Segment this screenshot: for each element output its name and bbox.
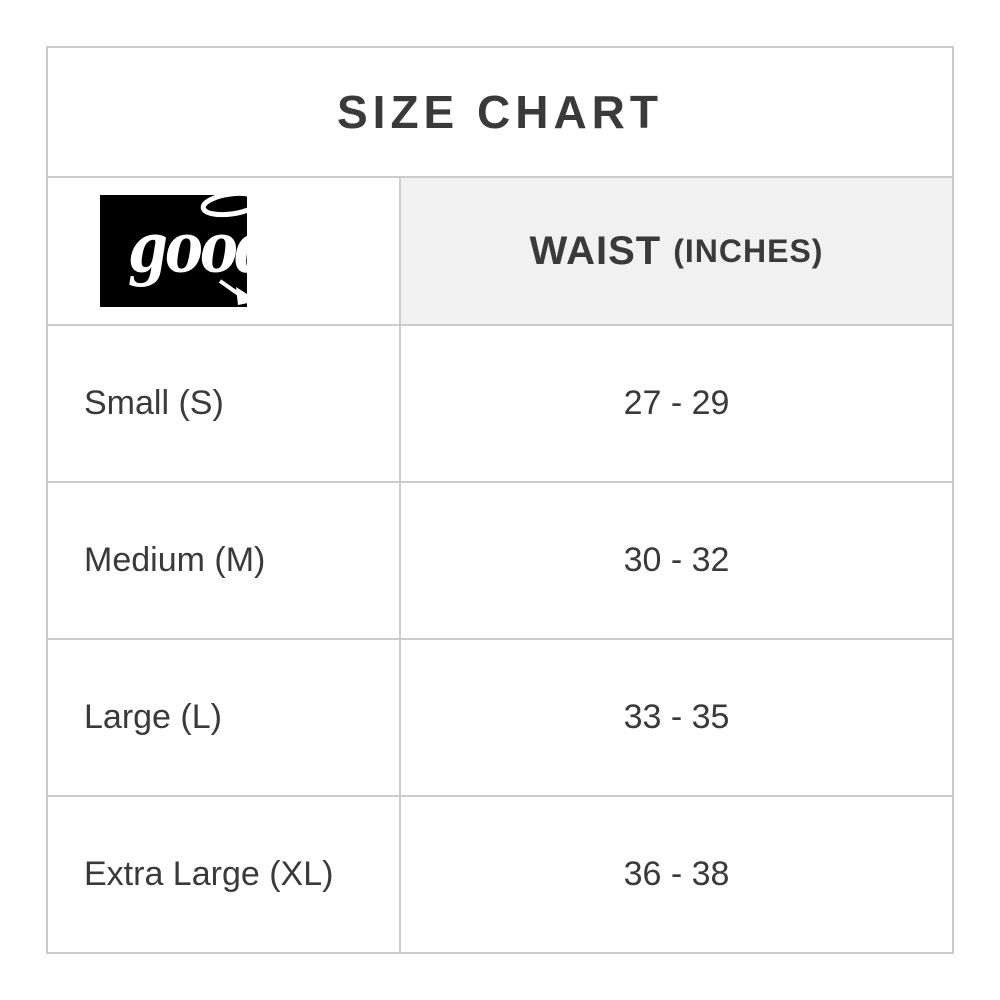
waist-column-header: WAIST (INCHES) <box>401 178 952 324</box>
halo-icon <box>200 190 262 218</box>
waist-value-small: 27 - 29 <box>401 326 952 481</box>
size-label-small: Small (S) <box>48 326 399 481</box>
page-title: SIZE CHART <box>48 48 952 176</box>
brand-header-cell: goodevil <box>48 178 399 324</box>
goodevil-logo: goodevil <box>100 190 375 309</box>
devil-tail-arrow-icon <box>218 279 258 305</box>
size-label-large: Large (L) <box>48 640 399 795</box>
size-chart-table: SIZE CHART goodevil WAIST (INCHES) Small… <box>46 46 954 954</box>
logo-wordmark: goodevil <box>128 206 375 289</box>
waist-label: WAIST <box>529 228 662 273</box>
size-label-medium: Medium (M) <box>48 483 399 638</box>
waist-unit-label: (INCHES) <box>673 232 824 269</box>
waist-value-large: 33 - 35 <box>401 640 952 795</box>
size-label-extra-large: Extra Large (XL) <box>48 797 399 952</box>
waist-value-medium: 30 - 32 <box>401 483 952 638</box>
waist-value-extra-large: 36 - 38 <box>401 797 952 952</box>
